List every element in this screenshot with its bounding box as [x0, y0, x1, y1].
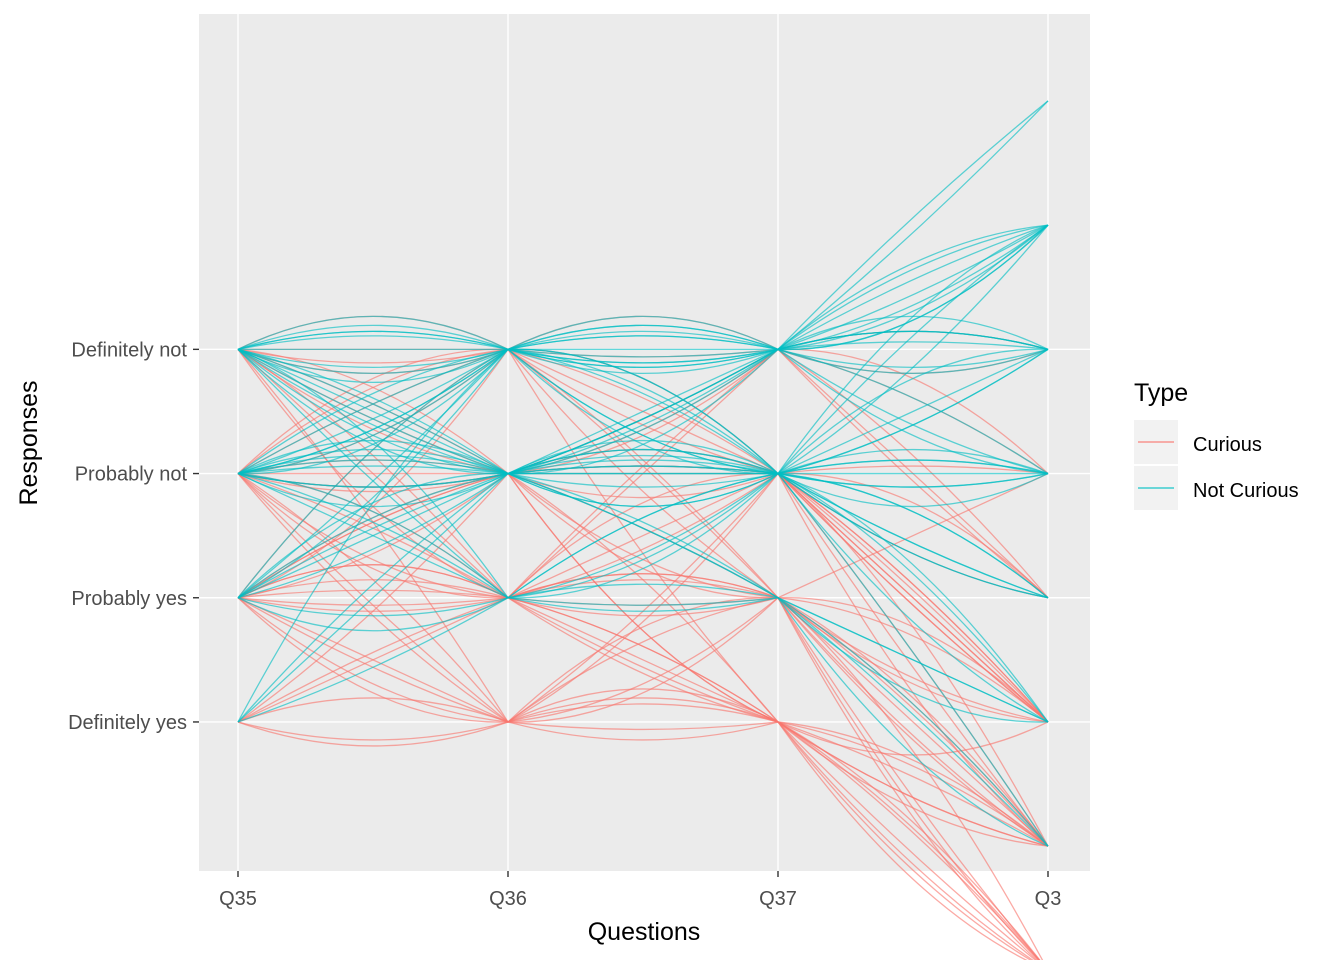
series-line-not-curious	[237, 224, 1049, 599]
series-line-not-curious	[237, 439, 1049, 723]
y-tick-label: Definitely yes	[68, 712, 187, 734]
series-line-not-curious	[237, 341, 1049, 475]
series-line-curious	[237, 573, 1049, 723]
series-line-curious	[237, 579, 1049, 847]
series-line-not-curious	[237, 472, 1049, 723]
series-line-curious	[237, 348, 1049, 599]
series-line-not-curious	[237, 348, 1049, 599]
series-line-not-curious	[237, 472, 1049, 723]
series-line-curious	[237, 697, 1049, 847]
series-line-curious	[237, 473, 1034, 960]
series-line-not-curious	[237, 315, 1049, 475]
series-line-curious	[237, 348, 1049, 847]
series-line-curious	[237, 597, 1049, 741]
series-line-curious	[237, 348, 1041, 960]
series-line-not-curious	[237, 324, 1049, 475]
series-line-not-curious	[237, 348, 1049, 475]
series-line-curious	[237, 472, 1049, 847]
series-line-curious	[237, 472, 1049, 847]
series-line-curious	[237, 473, 1049, 847]
x-tick-label: Q3	[1035, 888, 1062, 910]
series-line-curious	[237, 472, 1049, 723]
series-line-not-curious	[237, 100, 1049, 475]
series-line-not-curious	[237, 472, 1049, 723]
axes: Definitely not Probably not Probably yes De…	[68, 339, 1061, 910]
series-line-curious	[237, 473, 1049, 723]
series-line-not-curious	[237, 348, 1049, 723]
series-line-not-curious	[237, 224, 1049, 723]
series-line-not-curious	[237, 472, 1049, 723]
series-line-curious	[237, 348, 1032, 960]
x-tick-label: Q36	[489, 888, 527, 910]
x-axis-title: Questions	[588, 918, 701, 946]
series-line-not-curious	[237, 224, 1049, 599]
legend-title: Type	[1134, 379, 1188, 407]
y-tick-label: Probably not	[75, 464, 188, 486]
series-line-not-curious	[237, 315, 1049, 374]
y-axis-title: Responses	[15, 380, 43, 505]
series-line-not-curious	[238, 224, 1049, 358]
series-line-not-curious	[237, 224, 1049, 475]
series-line-curious	[237, 348, 1049, 599]
series-line-not-curious	[237, 224, 1049, 475]
series-line-not-curious	[237, 472, 1049, 847]
series-line-not-curious	[237, 348, 1049, 475]
y-tick-label: Definitely not	[71, 339, 187, 361]
series-line-curious	[237, 472, 1049, 599]
legend-label-curious: Curious	[1193, 434, 1262, 456]
series-line-curious	[237, 348, 1038, 960]
series-line-not-curious	[237, 348, 1049, 847]
series-line-not-curious	[237, 330, 1049, 723]
y-tick-label: Probably yes	[71, 588, 187, 610]
series-line-not-curious	[237, 472, 1049, 723]
series-line-curious	[237, 348, 1049, 612]
series-lines	[237, 100, 1049, 960]
series-line-not-curious	[237, 348, 1049, 488]
x-tick-label: Q35	[219, 888, 257, 910]
legend: Type Curious Not Curious	[1134, 379, 1299, 510]
series-line-not-curious	[237, 224, 1049, 475]
series-line-curious	[237, 472, 1049, 723]
legend-label-not-curious: Not Curious	[1193, 480, 1299, 502]
series-line-curious	[237, 597, 1037, 960]
series-line-not-curious	[237, 597, 1049, 847]
x-tick-label: Q37	[759, 888, 797, 910]
series-line-curious	[237, 597, 1049, 847]
series-line-not-curious	[237, 472, 1049, 847]
series-line-not-curious	[237, 472, 1049, 599]
series-line-curious	[237, 597, 1041, 960]
plot-panel	[199, 14, 1090, 871]
series-line-not-curious	[237, 224, 1049, 475]
series-line-curious	[237, 688, 1040, 960]
series-line-not-curious	[237, 348, 1049, 599]
series-line-curious	[237, 597, 1049, 847]
series-line-not-curious	[237, 459, 1049, 599]
